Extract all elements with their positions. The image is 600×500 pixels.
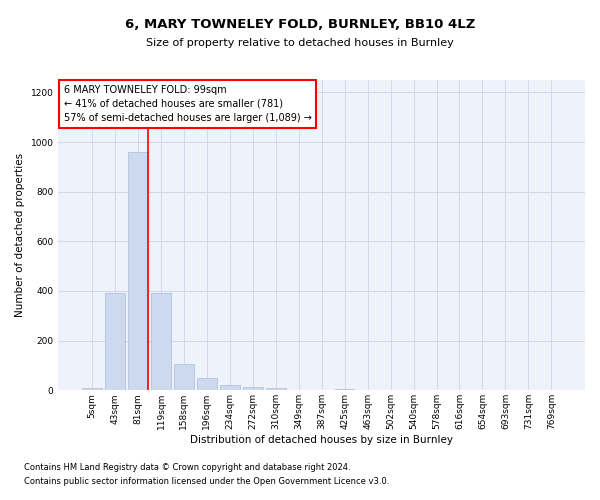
Bar bbox=[82, 388, 102, 390]
Bar bbox=[106, 294, 125, 390]
Y-axis label: Number of detached properties: Number of detached properties bbox=[15, 153, 25, 317]
Bar bbox=[128, 152, 148, 390]
Text: Contains public sector information licensed under the Open Government Licence v3: Contains public sector information licen… bbox=[24, 477, 389, 486]
Bar bbox=[151, 294, 171, 390]
Text: 6 MARY TOWNELEY FOLD: 99sqm
← 41% of detached houses are smaller (781)
57% of se: 6 MARY TOWNELEY FOLD: 99sqm ← 41% of det… bbox=[64, 84, 311, 122]
Bar bbox=[243, 387, 263, 390]
X-axis label: Distribution of detached houses by size in Burnley: Distribution of detached houses by size … bbox=[190, 435, 453, 445]
Bar bbox=[197, 378, 217, 390]
Bar bbox=[220, 385, 239, 390]
Text: Contains HM Land Registry data © Crown copyright and database right 2024.: Contains HM Land Registry data © Crown c… bbox=[24, 464, 350, 472]
Text: 6, MARY TOWNELEY FOLD, BURNLEY, BB10 4LZ: 6, MARY TOWNELEY FOLD, BURNLEY, BB10 4LZ bbox=[125, 18, 475, 30]
Bar bbox=[266, 388, 286, 390]
Text: Size of property relative to detached houses in Burnley: Size of property relative to detached ho… bbox=[146, 38, 454, 48]
Bar bbox=[174, 364, 194, 390]
Bar bbox=[335, 389, 355, 390]
